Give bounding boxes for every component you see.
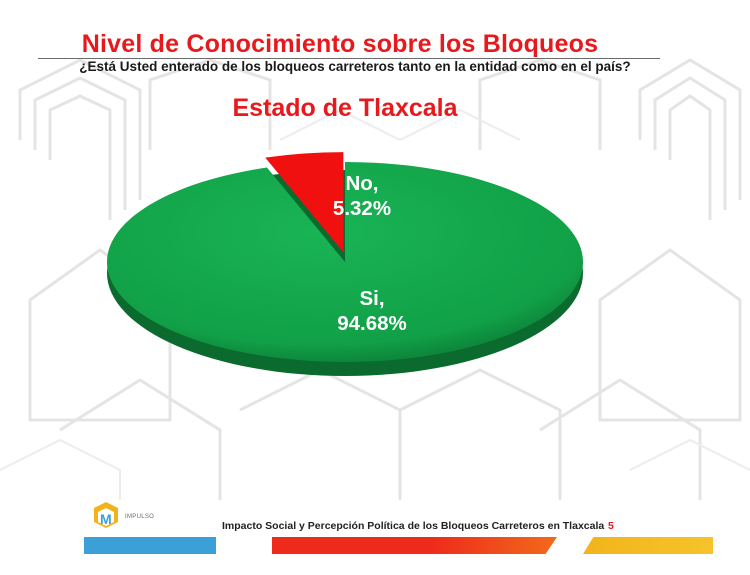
footer-caption: Impacto Social y Percepción Política de … <box>222 520 605 532</box>
svg-text:M: M <box>100 511 112 527</box>
logo-wordmark: IMPULSO MERCADOLÓGICO <box>125 514 183 528</box>
pie-slice-si <box>107 162 583 363</box>
survey-question: ¿Está Usted enterado de los bloqueos car… <box>79 59 631 74</box>
footer-bar-red <box>272 537 557 554</box>
footer-bar-yellow <box>583 537 713 554</box>
footer-bar-blue <box>84 537 216 554</box>
logo-line-1: IMPULSO <box>125 514 155 520</box>
page-number: 5 <box>608 520 614 532</box>
title-underline <box>38 58 660 59</box>
impulso-logo: M <box>94 502 118 528</box>
chart-title: Nivel de Conocimiento sobre los Bloqueos <box>81 30 599 58</box>
pie-slice-no <box>265 152 344 253</box>
logo-line-2: MERCADOLÓGICO <box>125 521 183 527</box>
pie-label-si: Si, 94.68% <box>337 287 407 335</box>
pie-label-no: No, 5.32% <box>333 172 391 220</box>
chart-subtitle: Estado de Tlaxcala <box>232 94 458 122</box>
